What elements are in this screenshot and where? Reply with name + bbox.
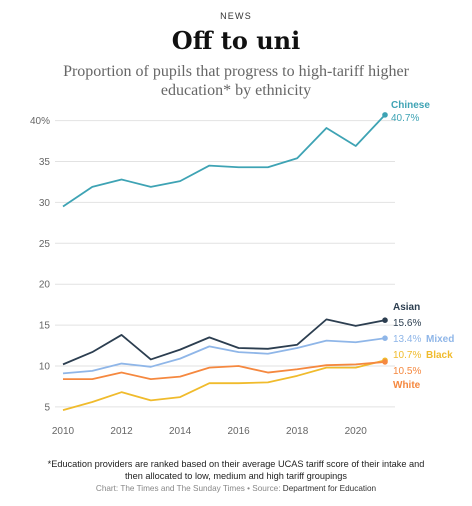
x-tick-label: 2018 xyxy=(286,426,309,437)
series-end-point-mixed xyxy=(382,335,388,341)
x-tick-label: 2016 xyxy=(228,426,251,437)
y-tick-label: 40% xyxy=(30,116,50,127)
series-line-mixed xyxy=(62,337,386,375)
series-name-label: Mixed xyxy=(426,334,454,345)
series-end-point-asian xyxy=(382,317,388,323)
series-name-label: Black xyxy=(426,350,453,361)
x-tick-label: 2020 xyxy=(345,426,368,437)
y-tick-label: 25 xyxy=(39,239,51,250)
footnote-line-1: *Education providers are ranked based on… xyxy=(47,459,425,469)
series-line-chinese xyxy=(62,114,386,208)
chart-subtitle: Proportion of pupils that progress to hi… xyxy=(40,62,432,100)
line-chart: 40% 35 30 25 20 15 10 5 2010 2012 2014 2016 2018 202… xyxy=(30,100,454,437)
series-value-label: 15.6% xyxy=(393,318,421,329)
series-lines xyxy=(62,112,388,412)
series-value-label: 10.7% xyxy=(393,350,421,361)
series-value-label: 10.5% xyxy=(393,366,421,377)
credit-source-link[interactable]: Department for Education xyxy=(282,484,377,493)
y-tick-label: 30 xyxy=(39,198,51,209)
series-line-black xyxy=(62,359,386,412)
footnote: *Education providers are ranked based on… xyxy=(20,458,452,482)
series-value-label: 40.7% xyxy=(391,113,419,124)
y-tick-label: 20 xyxy=(39,280,51,291)
x-tick-label: 2014 xyxy=(169,426,192,437)
series-end-point-white xyxy=(382,359,388,365)
series-name-label: Asian xyxy=(393,302,420,313)
chart-title: Off to uni xyxy=(171,26,301,55)
series-line-asian xyxy=(62,318,386,366)
x-axis-ticks: 2010 2012 2014 2016 2018 2020 xyxy=(52,426,367,437)
kicker: NEWS xyxy=(220,11,252,21)
series-line-white xyxy=(63,361,386,380)
y-tick-label: 5 xyxy=(44,402,50,413)
y-tick-label: 15 xyxy=(39,321,51,332)
x-tick-label: 2010 xyxy=(52,426,75,437)
subtitle-line-1: Proportion of pupils that progress to hi… xyxy=(63,63,409,80)
series-name-label: White xyxy=(393,380,421,391)
y-tick-label: 35 xyxy=(39,157,51,168)
credit-prefix: Chart: The Times and The Sunday Times • … xyxy=(95,484,283,493)
series-value-label: 13.4% xyxy=(393,334,421,345)
series-end-point-chinese xyxy=(382,112,388,118)
x-tick-label: 2012 xyxy=(110,426,133,437)
credit-line: Chart: The Times and The Sunday Times • … xyxy=(20,484,452,493)
footnote-line-2: then allocated to low, medium and high t… xyxy=(124,471,347,481)
series-labels: Chinese 40.7% Asian 15.6% 13.4% Mixed 10.7% Bla… xyxy=(391,100,454,391)
subtitle-line-2: education* by ethnicity xyxy=(160,82,312,99)
series-name-label: Chinese xyxy=(391,100,430,111)
y-axis-ticks: 40% 35 30 25 20 15 10 5 xyxy=(30,116,50,413)
y-tick-label: 10 xyxy=(39,362,51,373)
